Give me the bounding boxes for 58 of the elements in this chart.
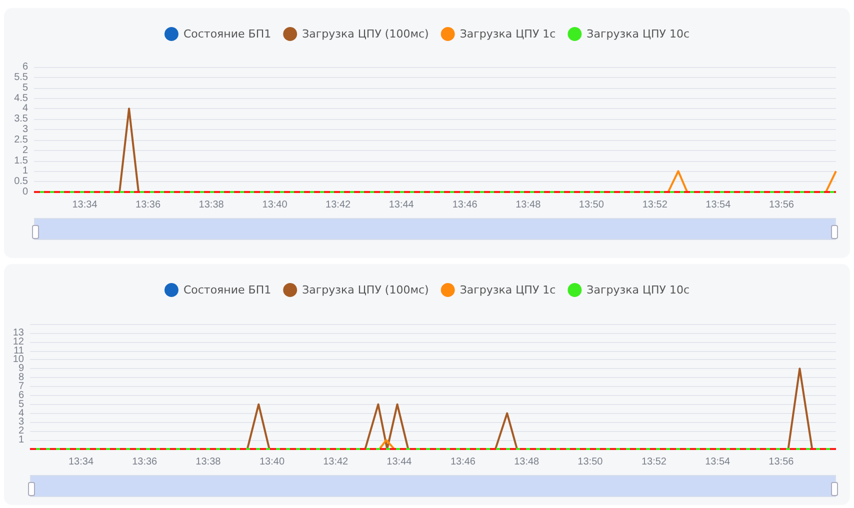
x-tick-label: 13:52 xyxy=(641,456,667,468)
x-tick-label: 13:54 xyxy=(705,456,731,468)
y-tick-label: 1.5 xyxy=(14,155,28,166)
y-tick-label: 6 xyxy=(18,390,24,401)
x-tick-label: 13:44 xyxy=(386,456,412,468)
legend-label: Загрузка ЦПУ 1с xyxy=(460,28,556,40)
x-tick-label: 13:48 xyxy=(514,456,540,468)
x-tick-label: 13:54 xyxy=(706,200,732,210)
x-tick-label: 13:34 xyxy=(68,456,94,468)
y-tick-label: 12 xyxy=(12,336,24,348)
y-tick-label: 8 xyxy=(18,372,24,384)
y-tick-label: 1 xyxy=(22,166,28,177)
y-tick-label: 3 xyxy=(18,416,24,428)
x-tick-label: 13:36 xyxy=(132,456,158,468)
y-tick-label: 3.5 xyxy=(14,114,28,125)
y-tick-label: 9 xyxy=(18,363,24,374)
x-tick-label: 13:38 xyxy=(196,456,222,468)
legend-label: Состояние БП1 xyxy=(183,28,272,40)
legend-label: Загрузка ЦПУ 10с xyxy=(586,28,690,40)
x-tick-label: 13:50 xyxy=(578,200,604,210)
legend-label: Загрузка ЦПУ (100мс) xyxy=(302,28,429,40)
y-tick-label: 3 xyxy=(22,124,28,135)
y-tick-label: 7 xyxy=(18,381,24,392)
y-tick-label: 0 xyxy=(22,186,28,198)
x-tick-label: 13:40 xyxy=(262,200,288,210)
y-tick-label: 0.5 xyxy=(14,176,28,188)
y-tick-label: 5 xyxy=(22,82,28,94)
y-tick-label: 1 xyxy=(18,434,24,446)
x-tick-label: 13:46 xyxy=(450,456,476,468)
x-tick-label: 13:44 xyxy=(388,200,414,210)
x-tick-label: 13:34 xyxy=(72,200,98,210)
legend-label: Состояние БП1 xyxy=(183,284,272,296)
x-tick-label: 13:52 xyxy=(642,200,668,210)
y-tick-label: 11 xyxy=(14,345,24,356)
x-tick-label: 13:42 xyxy=(323,456,349,468)
x-tick-label: 13:42 xyxy=(326,200,352,210)
y-tick-label: 5 xyxy=(18,398,24,410)
y-tick-label: 5.5 xyxy=(14,72,28,83)
x-tick-label: 13:38 xyxy=(198,200,224,210)
x-tick-label: 13:40 xyxy=(259,456,285,468)
legend-label: Загрузка ЦПУ 1с xyxy=(460,284,556,296)
y-tick-label: 13 xyxy=(12,327,24,338)
y-tick-label: 4.5 xyxy=(14,92,28,104)
x-tick-label: 13:56 xyxy=(768,200,794,210)
x-tick-label: 13:48 xyxy=(516,200,542,210)
x-tick-label: 13:36 xyxy=(136,200,161,210)
y-tick-label: 6 xyxy=(22,62,28,72)
y-tick-label: 4 xyxy=(18,408,24,419)
y-tick-label: 2 xyxy=(18,426,24,437)
legend-label: Загрузка ЦПУ 10с xyxy=(586,284,690,296)
legend-label: Загрузка ЦПУ (100мс) xyxy=(302,284,429,296)
x-tick-label: 13:50 xyxy=(578,456,604,468)
x-tick-label: 13:56 xyxy=(768,456,794,468)
y-tick-label: 2.5 xyxy=(14,134,28,146)
y-tick-label: 2 xyxy=(22,144,28,156)
x-tick-label: 13:46 xyxy=(452,200,478,210)
y-tick-label: 10 xyxy=(12,354,24,366)
y-tick-label: 4 xyxy=(22,103,28,114)
